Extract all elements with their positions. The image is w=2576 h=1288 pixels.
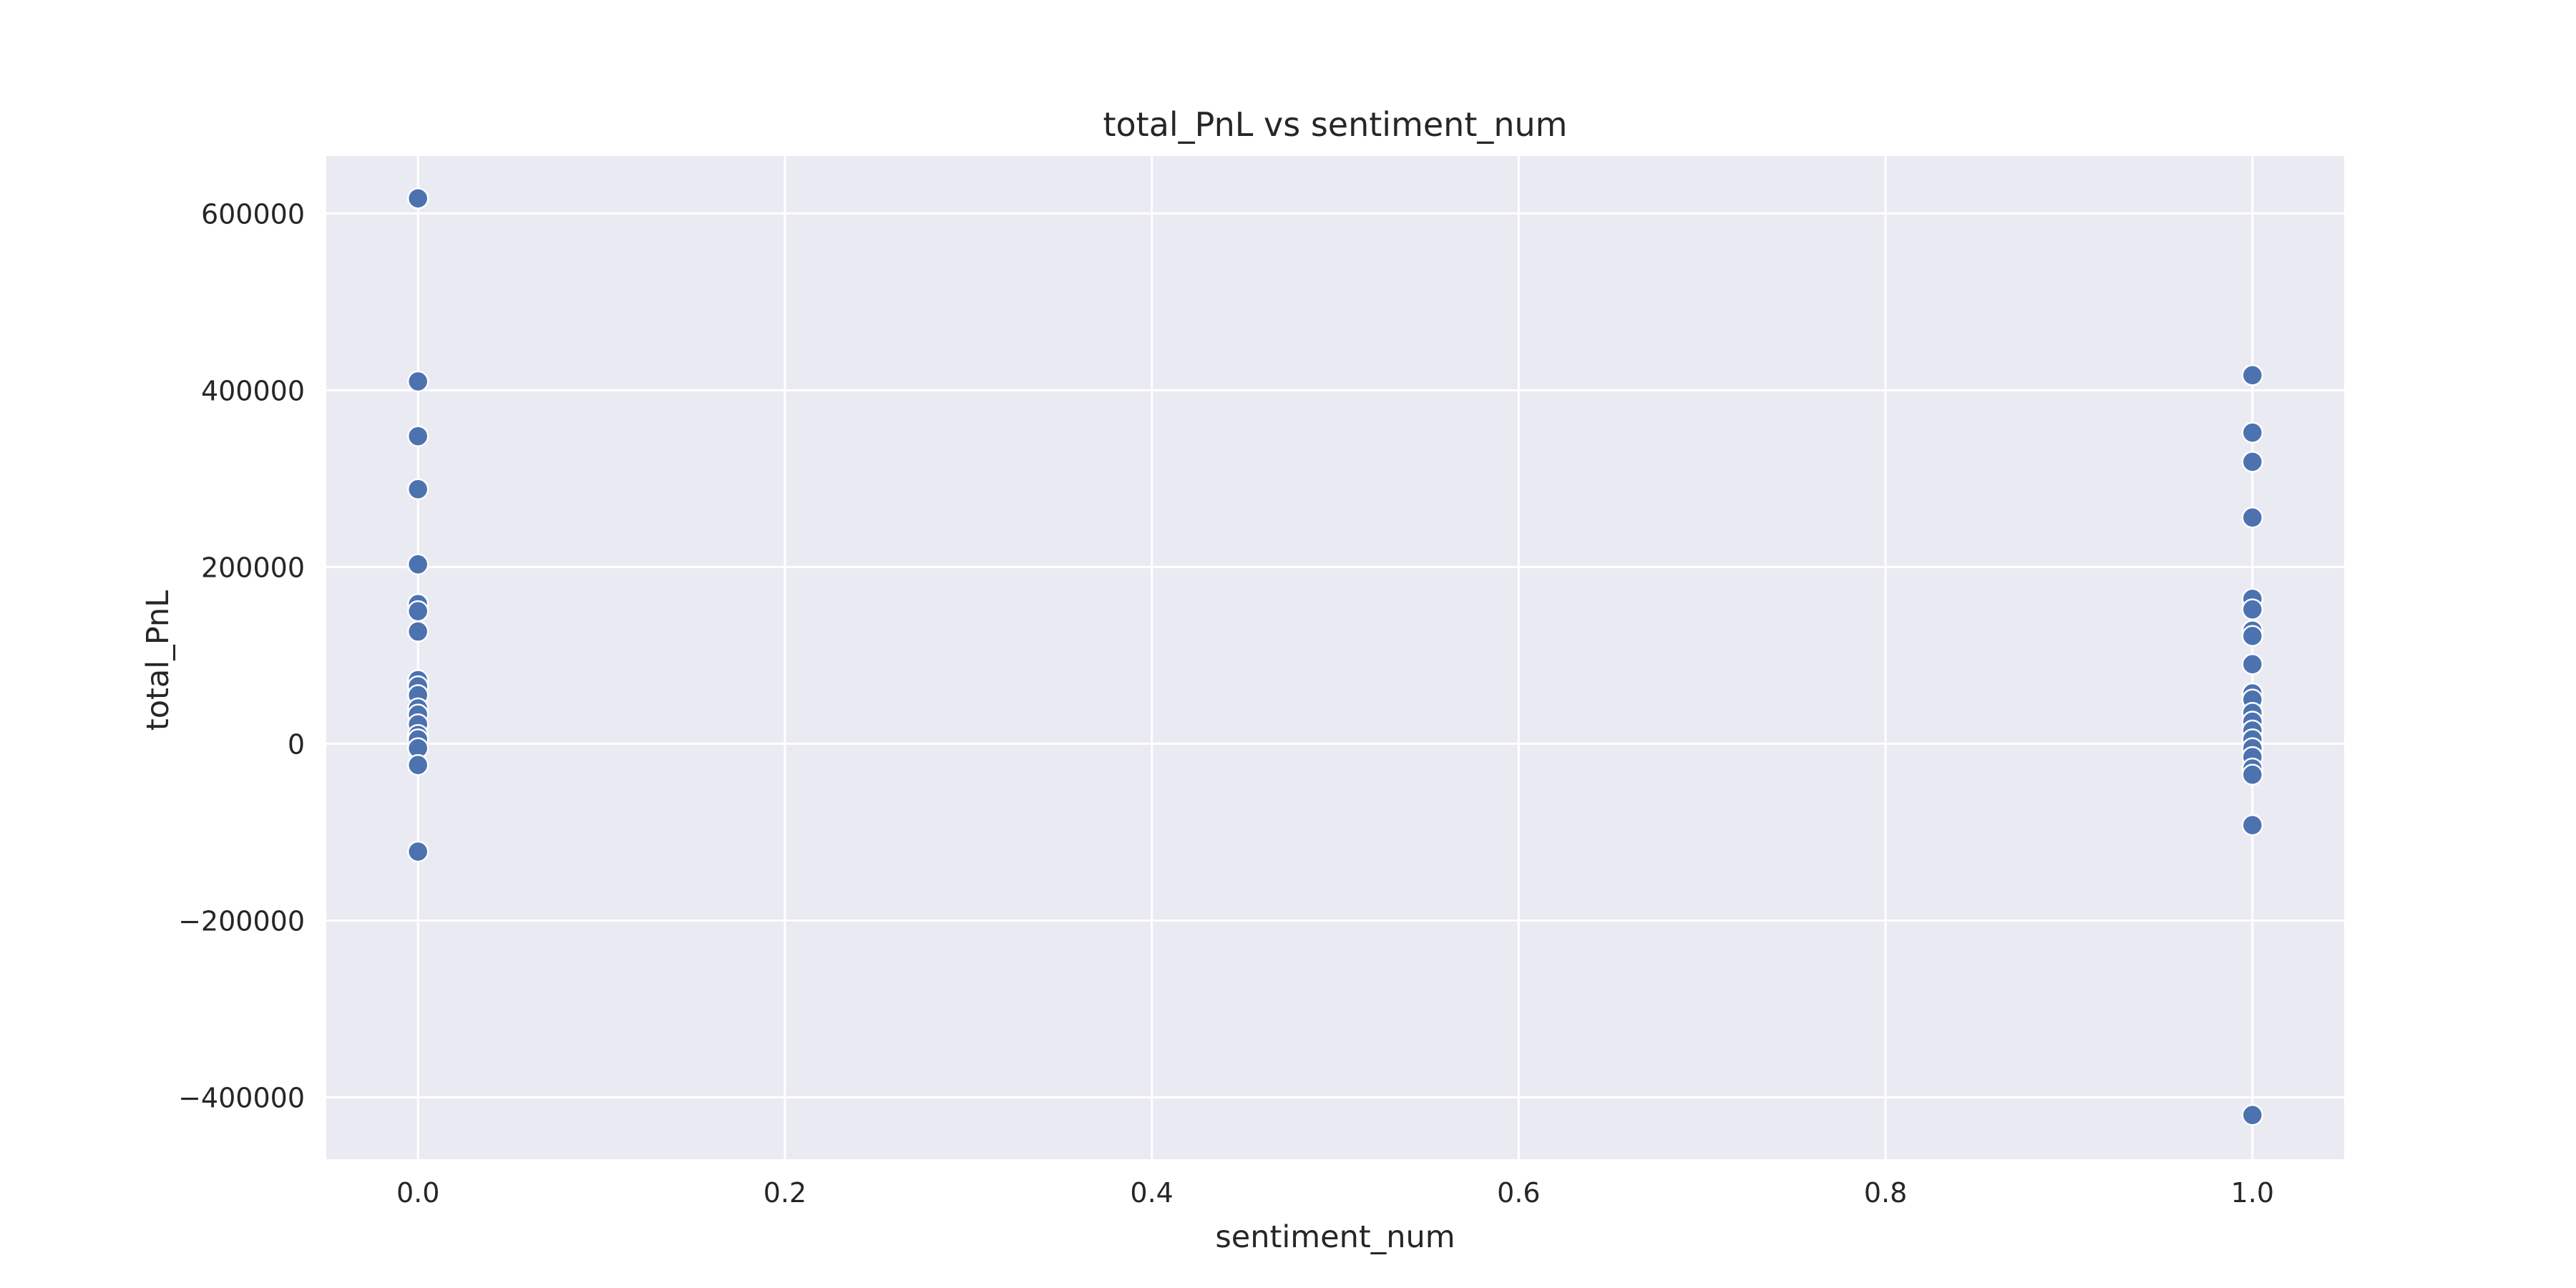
- data-point: [2241, 451, 2264, 473]
- data-point: [2241, 763, 2264, 786]
- x-tick-label: 0.0: [396, 1177, 439, 1209]
- data-point: [406, 425, 429, 447]
- data-point: [2241, 653, 2264, 675]
- y-tick-labels: −400000 −200000 0 200000 400000 600000: [178, 198, 305, 1113]
- x-tick-label: 0.6: [1497, 1177, 1540, 1209]
- data-point: [2241, 506, 2264, 529]
- data-point: [406, 600, 429, 623]
- data-point: [406, 840, 429, 863]
- data-point: [2241, 1103, 2264, 1126]
- data-point: [2241, 364, 2264, 386]
- x-tick-labels: 0.0 0.2 0.4 0.6 0.8 1.0: [396, 1177, 2274, 1209]
- y-tick-label: 0: [288, 728, 305, 760]
- x-tick-label: 0.2: [763, 1177, 806, 1209]
- data-point: [406, 370, 429, 393]
- y-axis-label: total_PnL: [140, 590, 176, 731]
- y-tick-label: 600000: [201, 198, 305, 230]
- data-point: [406, 620, 429, 643]
- data-points: [406, 187, 2264, 1126]
- y-tick-label: −200000: [178, 905, 305, 937]
- data-point: [2241, 598, 2264, 620]
- y-tick-label: −400000: [178, 1083, 305, 1114]
- x-tick-label: 0.8: [1864, 1177, 1907, 1209]
- chart-title: total_PnL vs sentiment_num: [1103, 105, 1568, 144]
- data-point: [2241, 625, 2264, 647]
- x-tick-label: 0.4: [1130, 1177, 1173, 1209]
- x-tick-label: 1.0: [2231, 1177, 2274, 1209]
- data-point: [406, 553, 429, 575]
- y-tick-label: 400000: [201, 375, 305, 406]
- data-point: [2241, 421, 2264, 444]
- data-point: [406, 187, 429, 210]
- data-point: [406, 753, 429, 776]
- data-point: [406, 478, 429, 500]
- plot-background: [326, 156, 2344, 1159]
- x-axis-label: sentiment_num: [1215, 1219, 1455, 1255]
- y-tick-label: 200000: [201, 552, 305, 583]
- data-point: [2241, 814, 2264, 836]
